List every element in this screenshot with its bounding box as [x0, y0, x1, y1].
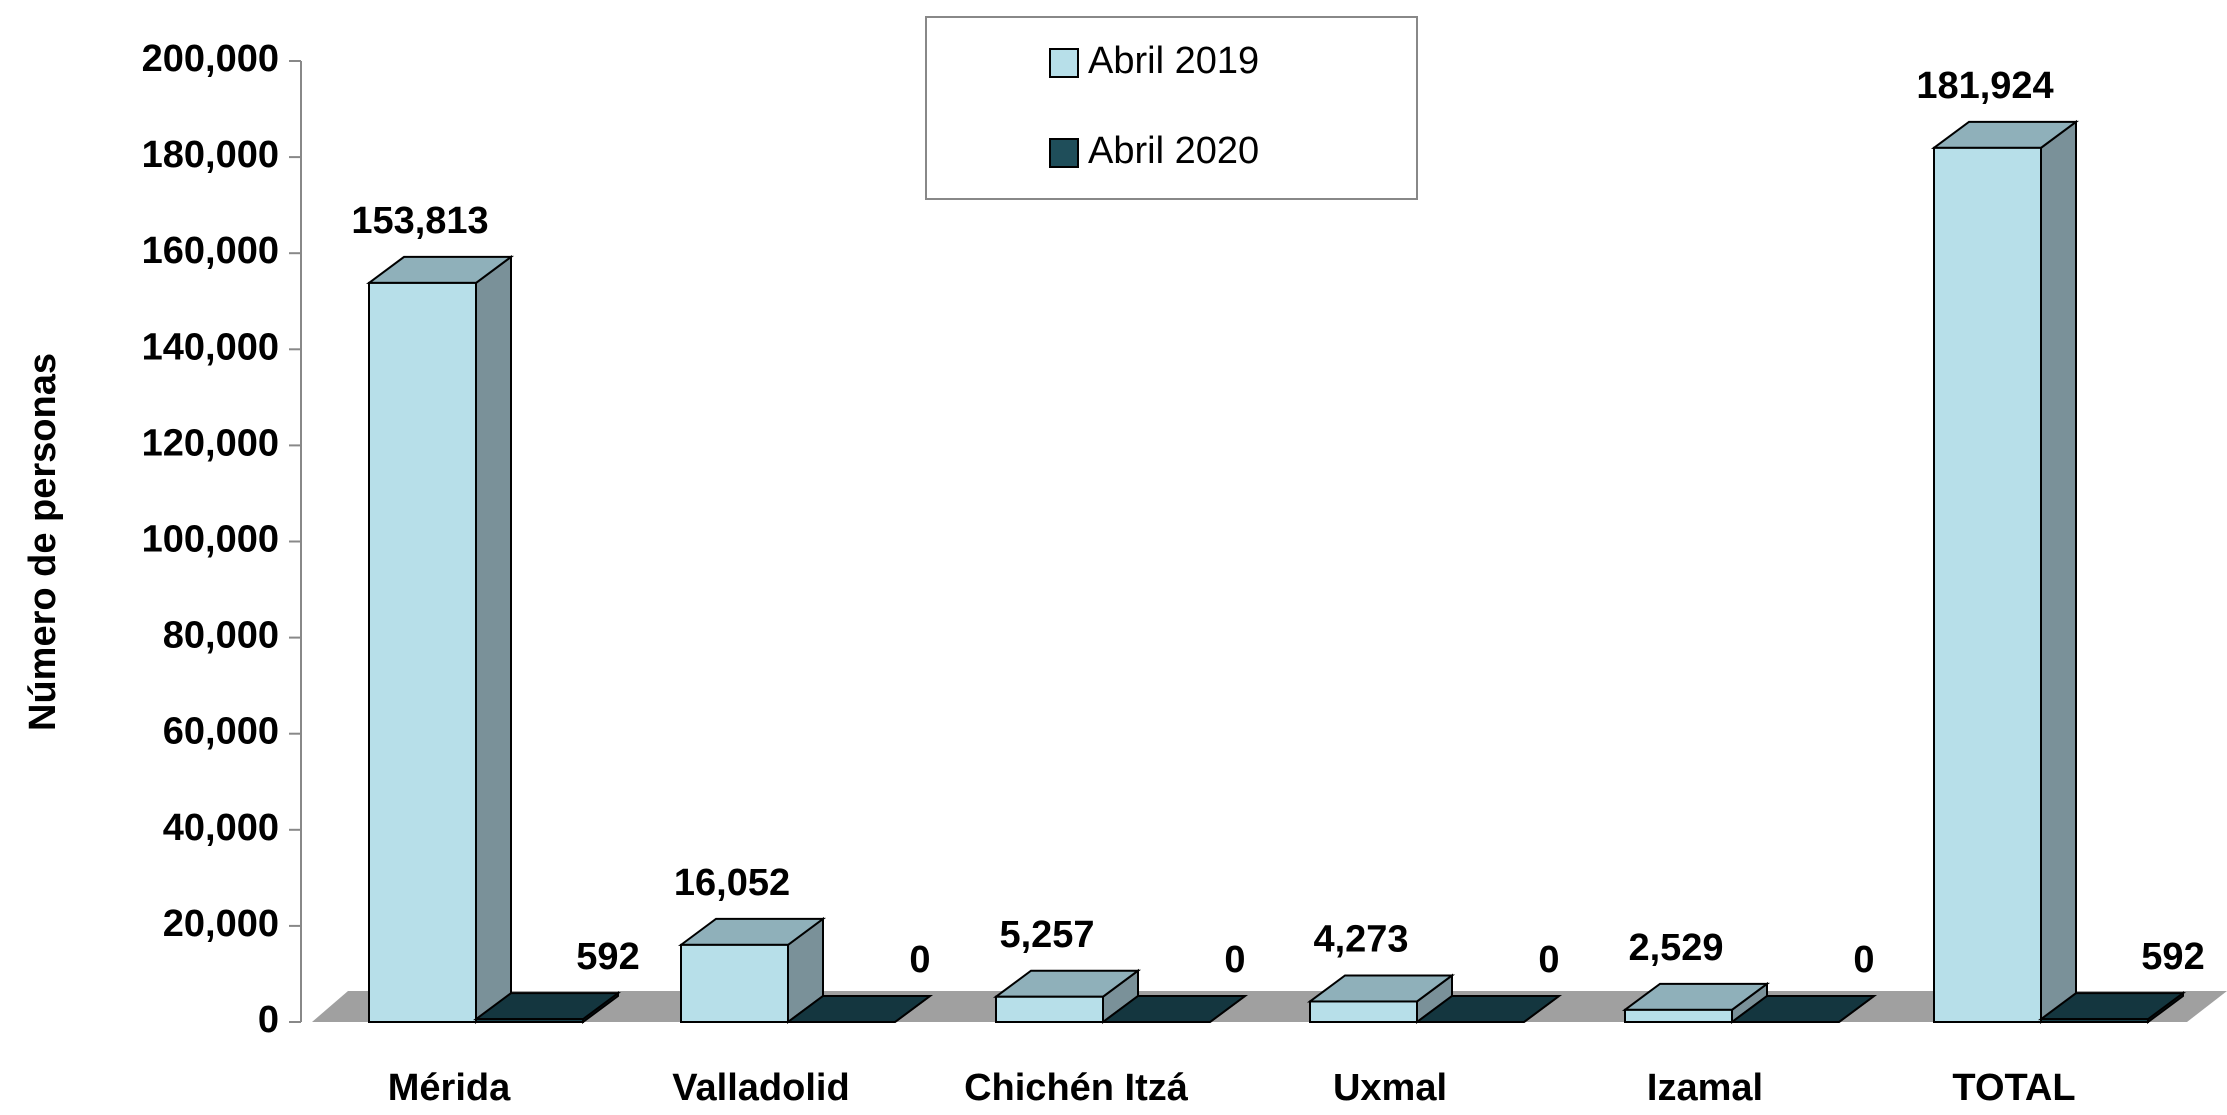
bar-top [784, 995, 934, 1023]
value-label: 2,529 [1628, 927, 1723, 969]
y-tick-label: 20,000 [163, 903, 279, 945]
value-label: 181,924 [1916, 65, 2053, 107]
y-tick-label: 120,000 [142, 422, 279, 464]
value-label: 0 [909, 939, 930, 981]
y-tick-label: 200,000 [142, 38, 279, 80]
bar [1309, 1000, 1418, 1024]
y-tick-label: 160,000 [142, 230, 279, 272]
x-tick-label: Izamal [1647, 1067, 1763, 1109]
legend-marker [1049, 48, 1079, 78]
x-tick-label: Chichén Itzá [964, 1067, 1189, 1109]
legend-label: Abril 2020 [1088, 130, 1259, 172]
bar-side [475, 254, 512, 1024]
bar [475, 1018, 584, 1024]
bar [368, 281, 477, 1023]
y-tick-label: 140,000 [142, 326, 279, 368]
bar-top [1099, 995, 1249, 1023]
x-tick-label: Uxmal [1333, 1067, 1447, 1109]
y-tick-label: 60,000 [163, 711, 279, 753]
bar-top [1413, 995, 1563, 1023]
bar [1933, 146, 2042, 1024]
bar [680, 943, 789, 1023]
y-tick-label: 40,000 [163, 807, 279, 849]
bar [1624, 1008, 1733, 1023]
bar-side [2040, 119, 2077, 1024]
y-tick-label: 0 [258, 999, 279, 1041]
x-tick-label: Valladolid [672, 1067, 849, 1109]
legend-label: Abril 2019 [1088, 40, 1259, 82]
bar [2040, 1018, 2149, 1024]
bar [995, 995, 1104, 1023]
value-label: 16,052 [674, 862, 790, 904]
y-axis-label: Número de personas [22, 353, 64, 731]
x-tick-label: TOTAL [1952, 1067, 2075, 1109]
value-label: 592 [2141, 936, 2204, 978]
x-tick-label: Mérida [388, 1067, 511, 1109]
y-tick-label: 80,000 [163, 615, 279, 657]
bar-top [1728, 995, 1878, 1023]
value-label: 153,813 [351, 200, 488, 242]
value-label: 5,257 [999, 914, 1094, 956]
y-tick-label: 100,000 [142, 519, 279, 561]
value-label: 0 [1538, 939, 1559, 981]
value-label: 0 [1853, 939, 1874, 981]
legend-marker [1049, 138, 1079, 168]
legend [925, 16, 1418, 200]
y-tick-label: 180,000 [142, 134, 279, 176]
value-label: 592 [576, 936, 639, 978]
value-label: 4,273 [1313, 918, 1408, 960]
value-label: 0 [1224, 939, 1245, 981]
